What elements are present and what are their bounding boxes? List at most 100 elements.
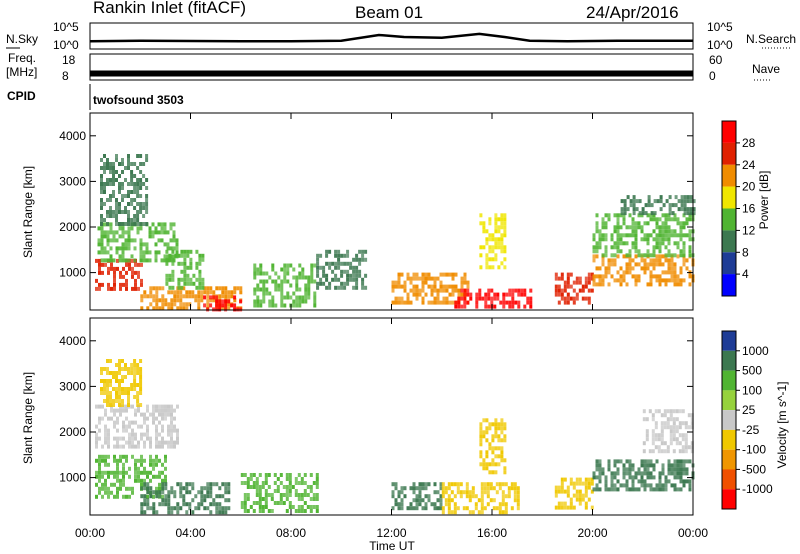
power-heat-cell <box>352 277 356 282</box>
power-cbar-tick-label: 16 <box>742 202 756 216</box>
power-heat-cell <box>673 253 677 258</box>
power-heat-cell <box>201 257 205 262</box>
power-heat-cell <box>631 221 635 226</box>
vel-heat-cell <box>164 454 167 459</box>
power-heat-cell <box>109 170 112 174</box>
power-heat-cell <box>173 302 177 307</box>
vel-heat-cell <box>494 426 498 431</box>
vel-heat-cell <box>131 404 134 409</box>
power-heat-cell <box>355 277 359 282</box>
power-heat-cell <box>121 234 125 239</box>
vel-heat-cell <box>118 363 121 367</box>
power-heat-cell <box>122 266 125 271</box>
vel-heat-cell <box>194 506 198 511</box>
power-heat-cell <box>319 253 323 258</box>
vel-heat-cell <box>137 466 140 471</box>
power-cbar-swatch <box>722 274 736 296</box>
power-heat-cell <box>409 276 413 281</box>
power-heat-cell <box>165 273 169 278</box>
vel-heat-cell <box>584 493 588 498</box>
vel-heat-cell <box>643 487 647 492</box>
power-heat-cell <box>529 296 533 301</box>
vel-heat-cell <box>479 434 483 439</box>
vel-heat-cell <box>101 444 104 449</box>
power-heat-cell <box>134 270 137 275</box>
power-heat-cell <box>160 238 164 243</box>
power-heat-cell <box>598 233 602 238</box>
power-heat-cell <box>124 246 128 251</box>
vel-heat-cell <box>660 413 664 418</box>
power-heat-cell <box>652 249 656 254</box>
vel-heat-cell <box>300 509 304 513</box>
vel-heat-cell <box>503 438 507 443</box>
vel-heat-cell <box>436 498 440 503</box>
vel-heat-cell <box>104 482 107 487</box>
power-heat-cell <box>253 267 257 272</box>
power-heat-cell <box>640 225 644 230</box>
power-heat-cell <box>151 234 155 239</box>
power-heat-cell <box>590 272 594 277</box>
vel-heat-cell <box>415 494 419 499</box>
power-heat-cell <box>337 265 341 270</box>
power-heat-cell <box>168 257 172 262</box>
vel-heat-cell <box>155 428 158 433</box>
vel-heat-cell <box>679 475 683 480</box>
power-heat-cell <box>352 269 356 274</box>
power-heat-cell <box>664 278 668 283</box>
power-heat-cell <box>142 254 146 259</box>
power-heat-cell <box>110 286 113 291</box>
power-heat-cell <box>256 271 260 276</box>
vel-heat-cell <box>127 399 130 403</box>
vel-heat-cell <box>681 449 685 454</box>
vel-heat-cell <box>315 481 319 485</box>
vel-heat-cell <box>119 436 122 441</box>
power-heat-cell <box>500 261 504 266</box>
vel-heat-cell <box>136 371 140 375</box>
power-heat-cell <box>595 221 599 226</box>
power-heat-cell <box>139 194 143 198</box>
date-title: 24/Apr/2016 <box>586 3 679 22</box>
power-heat-cell <box>304 283 308 288</box>
vel-heat-cell <box>95 458 98 463</box>
power-heat-cell <box>340 285 344 290</box>
vel-heat-cell <box>115 375 118 379</box>
power-heat-cell <box>643 270 647 275</box>
vel-heat-cell <box>103 399 106 403</box>
power-heat-cell <box>301 267 305 272</box>
vel-heat-cell <box>121 367 124 371</box>
vel-heat-cell <box>645 437 649 442</box>
power-heat-cell <box>265 279 269 284</box>
power-heat-cell <box>557 300 561 305</box>
power-heat-cell <box>168 253 172 258</box>
vel-heat-cell <box>122 444 125 449</box>
vel-heat-cell <box>224 510 228 515</box>
power-heat-cell <box>632 195 636 200</box>
power-heat-cell <box>274 279 278 284</box>
vel-heat-cell <box>203 506 207 511</box>
vel-heat-cell <box>152 494 155 499</box>
power-cbar-swatch <box>722 208 736 231</box>
power-heat-cell <box>433 284 437 289</box>
vel-heat-cell <box>152 474 155 479</box>
vel-heat-cell <box>113 408 116 413</box>
vel-heat-cell <box>447 502 451 507</box>
power-heat-cell <box>514 288 518 293</box>
vel-heat-cell <box>447 510 451 515</box>
vel-heat-cell <box>246 485 250 489</box>
power-heat-cell <box>198 277 202 282</box>
power-heat-cell <box>128 266 131 271</box>
power-heat-cell <box>485 241 489 246</box>
vel-heat-cell <box>197 502 201 507</box>
power-heat-cell <box>97 250 101 255</box>
vel-heat-cell <box>252 501 256 505</box>
power-heat-cell <box>127 210 130 214</box>
power-heat-cell <box>106 214 109 218</box>
power-heat-cell <box>169 238 173 243</box>
vel-cbar-swatch <box>722 469 736 490</box>
power-heat-cell <box>172 234 176 239</box>
power-heat-cell <box>130 182 134 186</box>
vel-heat-cell <box>167 412 170 417</box>
power-heat-cell <box>622 278 626 283</box>
power-heat-cell <box>185 290 189 295</box>
power-heat-cell <box>322 281 326 286</box>
